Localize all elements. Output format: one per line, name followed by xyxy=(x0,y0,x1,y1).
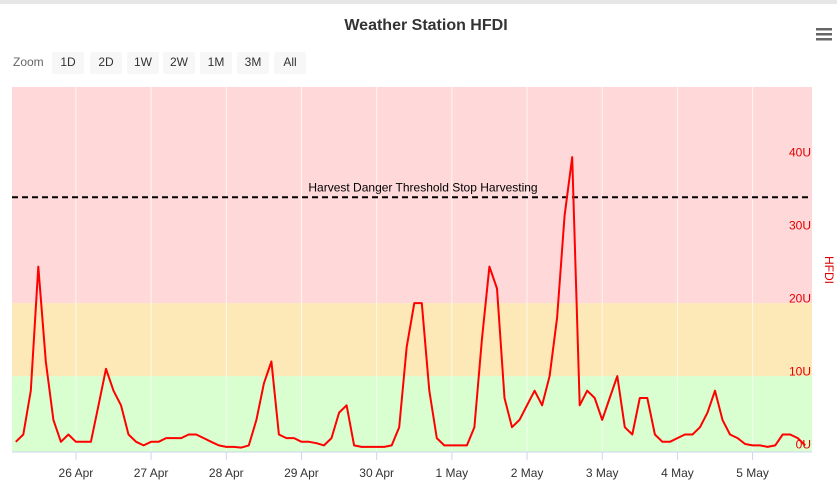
x-tick-label: 5 May xyxy=(736,466,769,480)
y-axis-title: HFDI xyxy=(822,256,836,284)
zoom-button-label[interactable]: 2W xyxy=(170,55,189,69)
data-line xyxy=(15,156,806,449)
x-tick-label: 3 May xyxy=(586,466,619,480)
zoom-button-label[interactable]: 1M xyxy=(208,55,225,69)
zoom-button-label[interactable]: 3M xyxy=(245,55,262,69)
zoom-button[interactable] xyxy=(237,52,269,74)
chart-title: Weather Station HFDI xyxy=(344,17,507,34)
zoom-button-label[interactable]: 1D xyxy=(60,55,76,69)
x-tick-label: 29 Apr xyxy=(284,466,319,480)
top-strip xyxy=(0,0,837,4)
x-tick-label: 1 May xyxy=(436,466,469,480)
y-tick-label: 40U xyxy=(789,145,811,159)
zoom-button[interactable] xyxy=(163,52,195,74)
zoom-button[interactable] xyxy=(274,52,306,74)
x-tick-label: 28 Apr xyxy=(209,466,244,480)
zoom-button[interactable] xyxy=(52,52,84,74)
y-tick-label: 10U xyxy=(789,364,811,378)
threshold-label: Harvest Danger Threshold Stop Harvesting xyxy=(308,180,537,194)
zoom-button[interactable] xyxy=(90,52,122,74)
zoom-button[interactable] xyxy=(127,52,159,74)
zoom-label: Zoom xyxy=(13,55,44,69)
plot-band xyxy=(12,87,812,304)
zoom-button-label[interactable]: 1W xyxy=(134,55,153,69)
x-tick-label: 2 May xyxy=(511,466,544,480)
x-tick-label: 30 Apr xyxy=(359,466,394,480)
x-tick-label: 27 Apr xyxy=(134,466,169,480)
zoom-button-label[interactable]: All xyxy=(283,55,296,69)
menu-icon[interactable] xyxy=(816,28,832,41)
zoom-button-label[interactable]: 2D xyxy=(98,55,114,69)
zoom-button[interactable] xyxy=(200,52,232,74)
x-tick-label: 26 Apr xyxy=(59,466,94,480)
y-tick-label: 20U xyxy=(789,291,811,305)
y-tick-label: 30U xyxy=(789,218,811,232)
plot-band xyxy=(12,376,812,452)
x-tick-label: 4 May xyxy=(661,466,694,480)
